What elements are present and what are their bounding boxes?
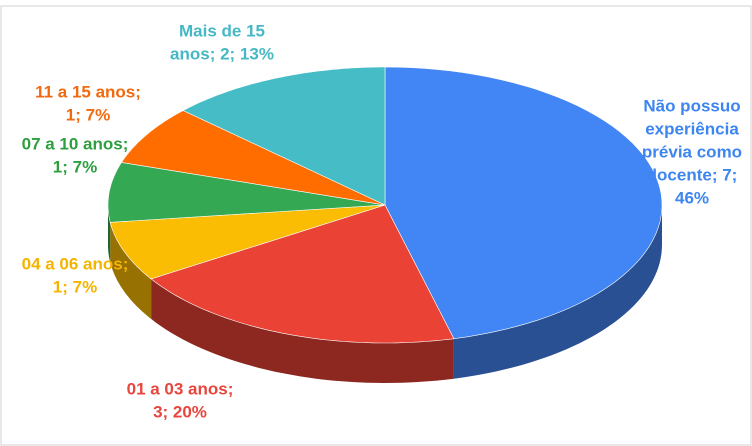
data-label: 07 a 10 anos; <box>22 134 129 153</box>
data-label: anos; 2; 13% <box>170 44 274 63</box>
data-label: prévia como <box>642 142 742 161</box>
data-label: 3; 20% <box>153 402 207 421</box>
data-label: 1; 7% <box>53 157 97 176</box>
labels: Não possuo experiência prévia como docente;… <box>22 21 742 421</box>
data-label: Não possuo <box>643 96 740 115</box>
pie-slice <box>107 162 386 223</box>
data-label: 01 a 03 anos; <box>127 379 234 398</box>
pie-side <box>151 278 454 383</box>
data-label: 11 a 15 anos; <box>35 82 141 101</box>
data-label: experiência <box>645 119 739 138</box>
pie-slice <box>150 204 455 344</box>
data-label: 46% <box>675 188 709 207</box>
data-label: docente; 7; <box>647 165 738 184</box>
data-label: Mais de 15 <box>179 21 265 40</box>
data-label: 04 a 06 anos; <box>22 254 129 273</box>
data-label: 1; 7% <box>53 277 97 296</box>
pie-slice <box>121 110 386 206</box>
pie-slice <box>182 66 386 206</box>
pie-side <box>108 205 111 263</box>
data-label: 1; 7% <box>66 105 110 124</box>
pie <box>107 66 663 383</box>
pie-slice <box>109 204 386 280</box>
pie-slice <box>384 66 663 340</box>
pie-side <box>453 205 662 379</box>
